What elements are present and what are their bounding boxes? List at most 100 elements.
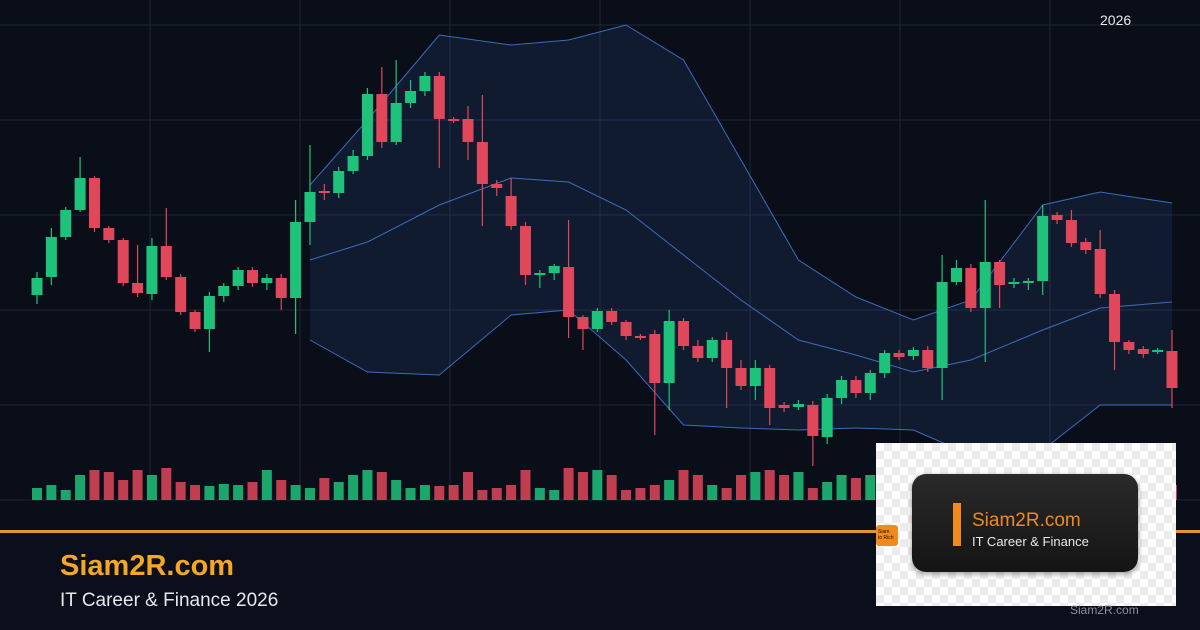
candle-body bbox=[347, 156, 359, 171]
candle-body bbox=[247, 270, 259, 283]
candle-body bbox=[864, 373, 876, 393]
candle-body bbox=[88, 178, 100, 228]
candle-body bbox=[1166, 351, 1178, 388]
volume-bar bbox=[132, 470, 143, 500]
candle-body bbox=[491, 184, 503, 188]
candle-body bbox=[290, 222, 302, 298]
candle-body bbox=[1137, 349, 1149, 354]
candle-body bbox=[232, 270, 244, 286]
candle-body bbox=[606, 311, 618, 322]
volume-bar bbox=[333, 482, 344, 500]
volume-bar bbox=[678, 470, 689, 500]
candle-body bbox=[318, 191, 330, 193]
candle-body bbox=[189, 312, 201, 329]
candle-body bbox=[735, 368, 747, 386]
volume-bar bbox=[218, 484, 229, 500]
candle-body bbox=[764, 368, 776, 408]
candle-body bbox=[448, 119, 460, 121]
volume-bar bbox=[707, 485, 718, 500]
volume-bar bbox=[506, 485, 517, 500]
candle-body bbox=[275, 278, 287, 298]
volume-bar bbox=[348, 475, 359, 500]
volume-bar bbox=[204, 486, 215, 500]
divider bbox=[0, 530, 1200, 533]
candle-body bbox=[132, 283, 144, 293]
candle-body bbox=[692, 346, 704, 358]
volume-bar bbox=[836, 475, 847, 500]
candle-body bbox=[261, 278, 273, 283]
candle-body bbox=[405, 91, 417, 103]
brand-title: Siam2R.com bbox=[60, 550, 235, 582]
candle-body bbox=[577, 317, 589, 329]
volume-bar bbox=[735, 475, 746, 500]
volume-bar bbox=[822, 482, 833, 500]
candle-body bbox=[907, 350, 919, 356]
candle-body bbox=[534, 273, 546, 275]
year: 2026 bbox=[1100, 12, 1132, 28]
volume-bar bbox=[764, 470, 775, 500]
candle-body bbox=[936, 282, 948, 368]
candle-body bbox=[850, 380, 862, 393]
volume-bar bbox=[60, 490, 71, 500]
volume-bar bbox=[46, 485, 57, 500]
candle-body bbox=[548, 266, 560, 273]
candle-body bbox=[1152, 350, 1164, 352]
volume-bar bbox=[190, 485, 201, 500]
candle-body bbox=[1065, 220, 1077, 243]
candle-body bbox=[505, 196, 517, 226]
candle-body bbox=[304, 192, 316, 222]
candle-body bbox=[218, 286, 230, 296]
logo-badge: Siam to Rich bbox=[876, 525, 898, 546]
volume-bar bbox=[304, 488, 315, 500]
candle-body bbox=[1051, 215, 1063, 220]
candle-body bbox=[519, 226, 531, 275]
candle-body bbox=[706, 340, 718, 358]
candle-body bbox=[836, 380, 848, 398]
volume-bar bbox=[118, 480, 129, 500]
candle-body bbox=[1123, 342, 1135, 350]
candle-body bbox=[45, 237, 57, 277]
candle-body bbox=[807, 405, 819, 436]
logo-subtitle: IT Career & Finance bbox=[972, 534, 1089, 549]
candle-body bbox=[433, 76, 445, 119]
volume-bar bbox=[850, 478, 861, 500]
candle-body bbox=[146, 246, 158, 294]
volume-bar bbox=[75, 475, 86, 500]
candle-body bbox=[749, 368, 761, 386]
candle-body bbox=[361, 94, 373, 156]
candle-body bbox=[462, 119, 474, 142]
candle-body bbox=[950, 268, 962, 282]
volume-bar bbox=[175, 482, 186, 500]
candle-body bbox=[879, 353, 891, 373]
candle-body bbox=[103, 228, 115, 240]
candle-body bbox=[1022, 281, 1034, 283]
volume-bar bbox=[549, 490, 560, 500]
volume-bar bbox=[592, 470, 603, 500]
volume-bar bbox=[261, 470, 272, 500]
volume-bar bbox=[463, 472, 474, 500]
candle-body bbox=[979, 262, 991, 308]
candle-body bbox=[31, 278, 43, 295]
volume-bar bbox=[520, 470, 531, 500]
volume-bar bbox=[89, 470, 100, 500]
badge-line: Siam bbox=[878, 529, 890, 535]
volume-bar bbox=[290, 485, 301, 500]
candle-body bbox=[74, 178, 86, 210]
volume-bar bbox=[577, 472, 588, 500]
candle-body bbox=[419, 76, 431, 91]
volume-bar bbox=[779, 475, 790, 500]
volume-bar bbox=[405, 488, 416, 500]
volume-bar bbox=[793, 472, 804, 500]
candle-body bbox=[1094, 249, 1106, 294]
candle-body bbox=[563, 267, 575, 317]
candle-body bbox=[333, 171, 345, 193]
candle-body bbox=[721, 340, 733, 368]
candle-body bbox=[778, 405, 790, 408]
candle-body bbox=[965, 268, 977, 308]
volume-bar bbox=[664, 480, 675, 500]
candle-body bbox=[390, 103, 402, 142]
volume-bar bbox=[247, 482, 258, 500]
band-middle bbox=[309, 177, 1173, 373]
volume-bar bbox=[563, 468, 574, 500]
